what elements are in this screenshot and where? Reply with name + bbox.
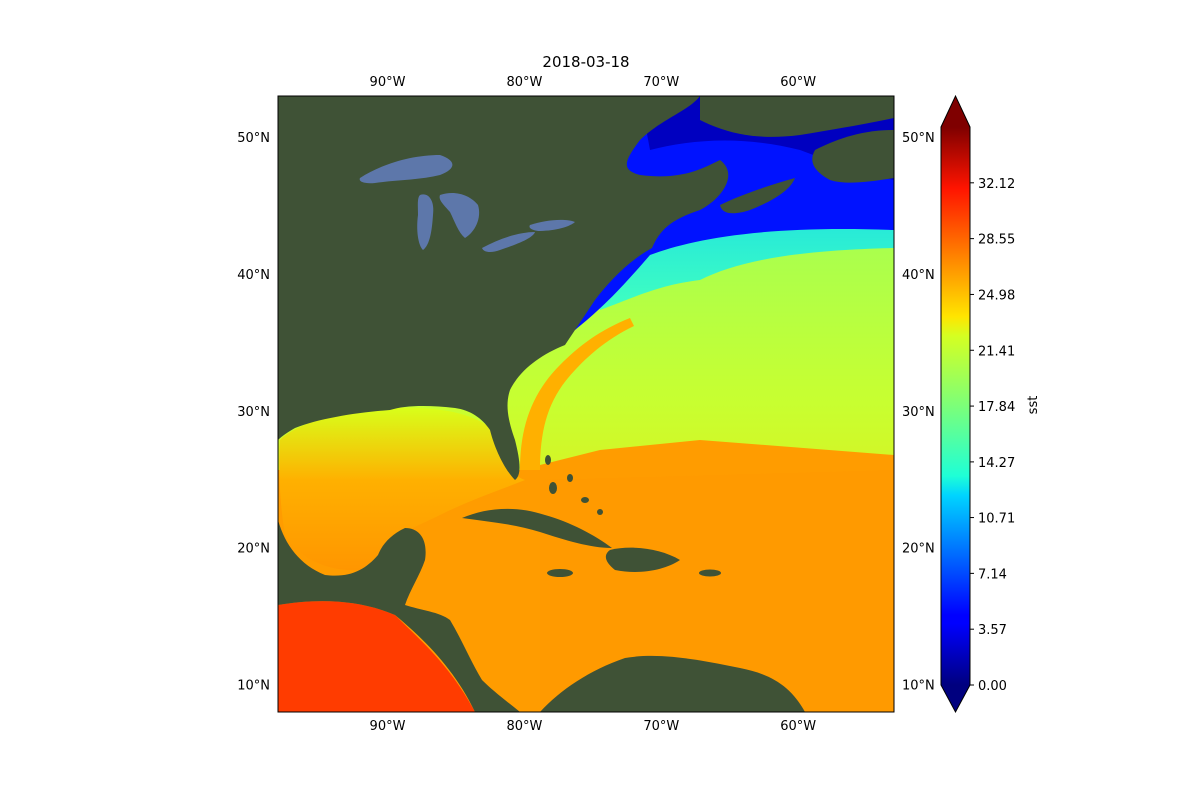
great-lakes: [359, 155, 575, 253]
lat-label-left: 10°N: [237, 679, 270, 694]
colorbar-tick-label: 28.55: [978, 233, 1015, 248]
jamaica-land: [547, 569, 573, 577]
lon-label-bottom: 70°W: [643, 719, 679, 734]
lon-label-bottom: 80°W: [506, 719, 542, 734]
colorbar-extend-min: [941, 685, 970, 712]
lat-label-right: 50°N: [902, 131, 935, 146]
lat-label-left: 50°N: [237, 131, 270, 146]
colorbar-tick-label: 14.27: [978, 456, 1015, 471]
lon-label-bottom: 90°W: [370, 719, 406, 734]
colorbar-gradient: [941, 127, 970, 685]
longitude-labels-top: 90°W 80°W 70°W 60°W: [370, 75, 817, 90]
colorbar-tick-label: 10.71: [978, 512, 1015, 527]
colorbar-tick-label: 21.41: [978, 344, 1015, 359]
hispaniola-land: [605, 547, 680, 572]
colorbar-tick-label: 3.57: [978, 623, 1007, 638]
lat-label-left: 20°N: [237, 542, 270, 557]
colorbar-label: sst: [1026, 396, 1041, 415]
north-america-land: [278, 96, 729, 480]
map-panel: [278, 96, 894, 712]
colorbar-extend-max: [941, 96, 970, 127]
maritimes-land: [720, 178, 795, 214]
gulf-stream: [520, 318, 634, 470]
lat-label-right: 10°N: [902, 679, 935, 694]
lake-michigan: [417, 194, 434, 250]
lon-label-top: 60°W: [780, 75, 816, 90]
cuba-land: [462, 508, 612, 548]
map-frame: [277, 95, 895, 713]
puerto-rico-land: [699, 569, 721, 577]
shelf-water: [560, 96, 894, 330]
south-america-land: [540, 655, 805, 712]
lake-superior: [359, 155, 453, 184]
lon-label-top: 90°W: [370, 75, 406, 90]
latitude-labels-left: 10°N 20°N 30°N 40°N 50°N: [237, 131, 270, 694]
colorbar-tick-label: 24.98: [978, 288, 1015, 303]
lake-huron: [439, 193, 480, 238]
lake-ontario: [529, 219, 575, 231]
lon-label-bottom: 60°W: [780, 719, 816, 734]
lon-label-top: 70°W: [643, 75, 679, 90]
colorbar-tick-label: 17.84: [978, 400, 1015, 415]
southern-warm-band: [540, 470, 894, 712]
quebec-land: [700, 96, 894, 137]
colorbar-tick-label: 7.14: [978, 567, 1007, 582]
lat-label-left: 30°N: [237, 405, 270, 420]
bahamas-islands: [545, 455, 603, 515]
newfoundland-land: [812, 130, 894, 183]
colorbar-tick-label: 0.00: [978, 679, 1007, 694]
colorbar-tick-label: 32.12: [978, 177, 1015, 192]
lat-label-right: 20°N: [902, 542, 935, 557]
lat-label-left: 40°N: [237, 268, 270, 283]
gulf-of-mexico: [279, 407, 525, 571]
latitude-labels-right: 10°N 20°N 30°N 40°N 50°N: [902, 131, 935, 694]
longitude-labels-bottom: 90°W 80°W 70°W 60°W: [370, 719, 817, 734]
lat-label-right: 40°N: [902, 268, 935, 283]
lake-erie: [482, 232, 535, 253]
colorbar-ticks: 0.00 3.57 7.14 10.71 14.27 17.84 21.41 24.98 28.…: [970, 177, 1015, 694]
lon-label-top: 80°W: [506, 75, 542, 90]
lat-label-right: 30°N: [902, 405, 935, 420]
colorbar: 0.00 3.57 7.14 10.71 14.27 17.84 21.41 24.98 28.…: [940, 94, 1041, 714]
eastern-pacific: [278, 601, 475, 712]
central-america-land: [278, 520, 520, 712]
map-title: 2018-03-18: [542, 53, 629, 71]
